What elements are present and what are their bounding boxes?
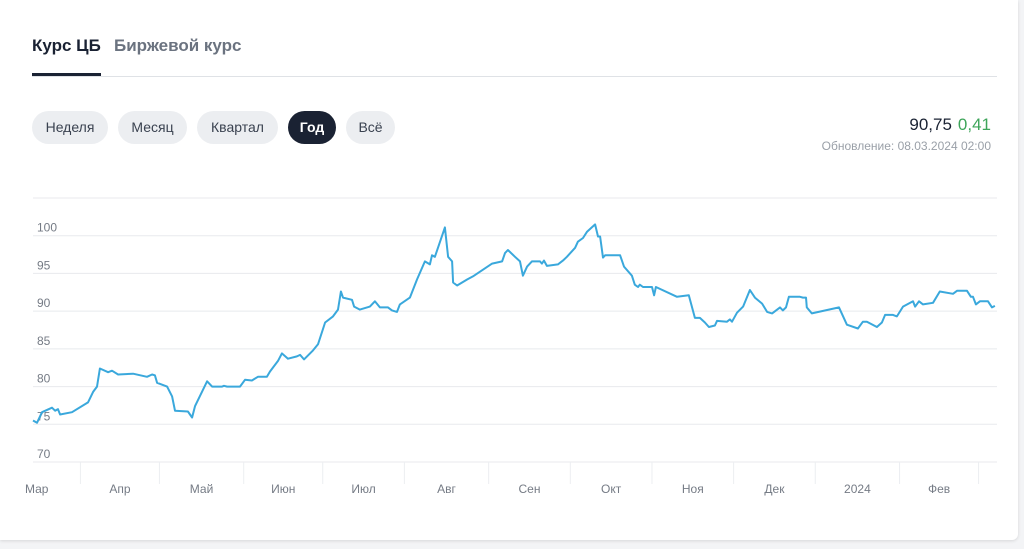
x-tick-label: Авг (437, 482, 456, 496)
rate-source-tabs: Курс ЦБ Биржевой курс (32, 30, 997, 77)
x-tick-label: Окт (601, 482, 622, 496)
y-tick-label: 95 (37, 258, 51, 272)
y-tick-label: 100 (37, 221, 57, 235)
series-line-usd-rub (32, 223, 996, 424)
period-week-button[interactable]: Неделя (32, 111, 108, 144)
rate-change: 0,41 (957, 115, 991, 134)
period-all-button[interactable]: Всё (346, 111, 395, 144)
rate-value: 90,75 (909, 115, 952, 134)
y-tick-label: 70 (37, 447, 51, 461)
current-rate: 90,75 0,41 (909, 115, 991, 135)
x-tick-label: Мар (25, 482, 49, 496)
tab-exchange-rate[interactable]: Биржевой курс (114, 36, 242, 55)
update-timestamp: Обновление: 08.03.2024 02:00 (821, 139, 991, 153)
x-tick-label: Сен (519, 482, 541, 496)
x-tick-label: Ноя (682, 482, 704, 496)
x-tick-label: Апр (109, 482, 131, 496)
y-tick-label: 85 (37, 334, 51, 348)
period-year-button[interactable]: Год (288, 111, 336, 144)
tab-cbr-rate[interactable]: Курс ЦБ (32, 36, 101, 76)
y-tick-label: 75 (37, 409, 51, 423)
x-tick-label: Май (190, 482, 214, 496)
x-tick-label: Июн (271, 482, 295, 496)
exchange-rate-card: Курс ЦБ Биржевой курс Неделя Месяц Кварт… (0, 0, 1018, 540)
period-quarter-button[interactable]: Квартал (197, 111, 278, 144)
period-month-button[interactable]: Месяц (118, 111, 187, 144)
x-tick-label: Июл (351, 482, 375, 496)
y-tick-label: 80 (37, 372, 51, 386)
x-tick-label: Фев (928, 482, 950, 496)
y-tick-label: 90 (37, 296, 51, 310)
x-tick-label: Дек (764, 482, 785, 496)
x-tick-label: 2024 (844, 482, 871, 496)
